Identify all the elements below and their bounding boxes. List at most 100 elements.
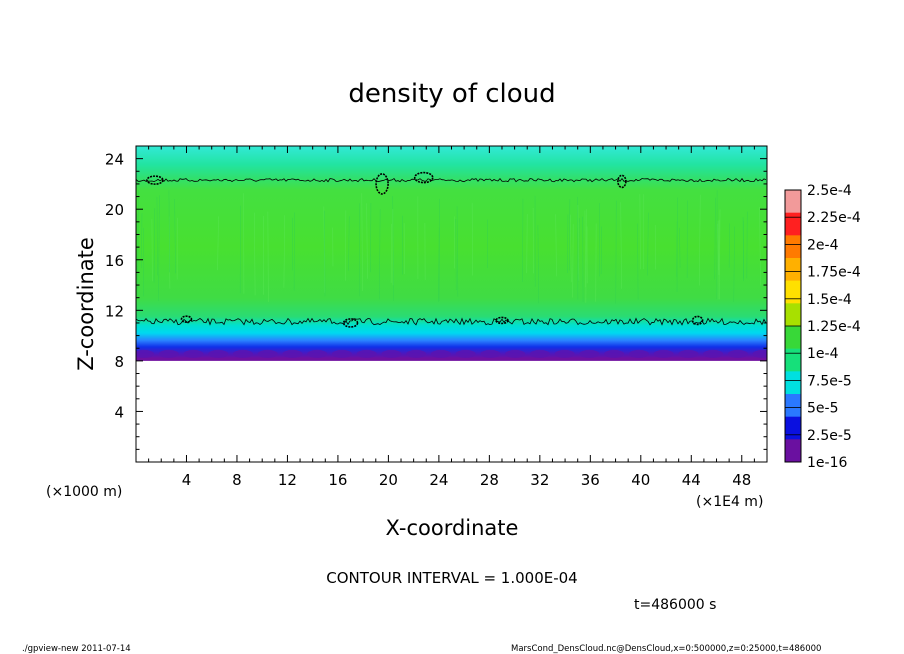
texture-streak [174,198,176,274]
texture-streak [600,226,603,275]
colorbar-label: 2.5e-5 [807,428,852,444]
bottom-bump [653,349,674,358]
footer-left: ./gpview-new 2011-07-14 [22,644,131,654]
texture-streak [733,226,735,302]
texture-streak [217,216,219,271]
bottom-bump [232,349,253,358]
colorbar-label: 2.5e-4 [807,183,852,199]
texture-streak [555,214,557,277]
texture-streak [456,206,459,297]
texture-streak [647,212,649,276]
colorbar-swatch [785,371,801,395]
bottom-bump [455,349,476,358]
texture-streak [361,193,363,292]
bottom-bump [282,349,303,358]
y-tick-label: 24 [105,151,124,169]
contour-blob [342,318,359,328]
contour-lines [136,171,767,328]
contour-blob [413,171,434,184]
bottom-bump [158,349,179,358]
texture-streak [455,218,457,291]
texture-streak [283,215,286,288]
texture-streak [537,225,540,304]
x-tick-label: 8 [232,471,242,489]
colorbar-swatch [785,439,801,463]
colorbar-swatch [785,258,801,281]
texture-streak [568,199,571,271]
contour-blob [691,315,704,326]
colorbar-label: 7.5e-5 [807,373,852,389]
y-tick-label: 12 [105,302,124,320]
colorbar-label: 5e-5 [807,401,838,417]
colorbar: 2.5e-4 2.25e-4 2e-4 1.75e-4 1.5e-4 1.25e-4 1e-… [784,183,861,471]
texture-streak [577,204,580,281]
texture-streak [526,214,528,274]
texture-streak [615,200,617,304]
texture-streak [471,202,473,276]
density-field [136,146,767,361]
texture-streak [572,224,574,298]
bottom-bump [752,349,767,358]
colorbar-swatch [785,326,801,349]
bottom-bump [307,349,328,358]
x-tick-label: 36 [581,471,600,489]
bottom-bump [727,349,748,358]
texture-streak [567,214,569,274]
bottom-bump [628,349,649,358]
colorbar-swatch [785,280,801,304]
field-texture [136,190,761,304]
x-tick-label: 48 [732,471,751,489]
y-tick-label: 20 [105,201,124,219]
bottom-bump [678,349,699,358]
texture-streak [438,198,440,302]
y-tick-label: 16 [105,252,124,270]
texture-streak [168,190,170,273]
contour-blob [146,175,164,185]
texture-streak [323,206,325,293]
bottom-bump [604,349,625,358]
x-tick-label: 20 [379,471,398,489]
texture-streak [156,196,158,276]
bottom-bump [554,349,575,358]
bottom-bump [381,349,402,358]
y-tick-label: 8 [114,353,124,371]
colorbar-label: 1e-4 [807,346,839,362]
bottom-bump [579,349,600,358]
colorbar-swatch [785,190,801,213]
x-unit-left: (×1000 m) [46,484,122,500]
bottom-bump [208,349,229,358]
contour-line-0 [136,177,767,183]
bottom-bump [529,349,550,358]
texture-streak [759,206,761,286]
contour-blob [495,316,509,325]
footer-right: MarsCond_DensCloud.nc@DensCloud,x=0:5000… [511,644,821,654]
texture-streak [639,194,641,270]
bottom-bump [356,349,377,358]
contour-interval-label: CONTOUR INTERVAL = 1.000E-04 [326,569,577,587]
colorbar-label: 1e-16 [807,455,847,471]
contour-blob [375,173,389,195]
y-tick-label: 4 [114,403,124,421]
contour-line-1 [136,317,767,326]
colorbar-swatch [785,303,801,327]
x-tick-label: 32 [530,471,549,489]
texture-streak [153,208,156,283]
x-tick-label: 40 [631,471,650,489]
x-axis-ticks: 4 8 12 16 20 24 28 32 36 40 44 48 [148,146,755,489]
texture-streak [348,216,350,271]
bottom-bump [505,349,526,358]
texture-streak [742,217,744,282]
texture-streak [158,195,160,301]
texture-streak [378,208,381,300]
bottom-bump [430,349,451,358]
bottom-bump [703,349,724,358]
x-tick-label: 24 [429,471,448,489]
texture-streak [679,227,681,268]
chart-title: density of cloud [348,79,555,109]
colorbar-swatch [785,394,801,417]
colorbar-label: 1.5e-4 [807,292,852,308]
bottom-bump [257,349,278,358]
colorbar-label: 1.25e-4 [807,319,861,335]
time-label: t=486000 s [634,597,716,613]
